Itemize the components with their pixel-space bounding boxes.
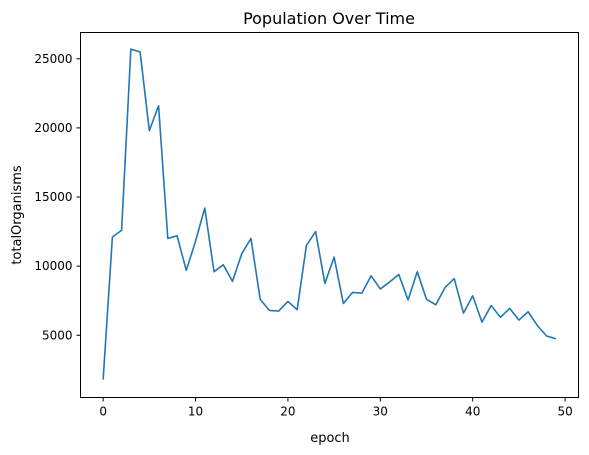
x-tick-label: 20	[280, 405, 295, 419]
y-tick-label: 15000	[34, 190, 72, 204]
y-tick-label: 25000	[34, 52, 72, 66]
y-tick-label: 10000	[34, 259, 72, 273]
x-tick-label: 30	[373, 405, 388, 419]
y-tick-label: 20000	[34, 121, 72, 135]
x-tick-label: 50	[557, 405, 572, 419]
plot-frame	[80, 32, 579, 398]
y-tick-label: 5000	[42, 328, 73, 342]
series-line	[102, 48, 557, 380]
x-axis-label: epoch	[310, 431, 350, 446]
chart-title: Population Over Time	[243, 9, 415, 28]
y-axis-label: totalOrganisms	[10, 165, 25, 265]
y-axis-ticks: 5000 10000 15000 20000 25000	[34, 52, 81, 342]
x-axis-ticks: 0 10 20 30 40 50	[99, 397, 573, 419]
x-tick-label: 0	[99, 405, 107, 419]
x-tick-label: 10	[188, 405, 203, 419]
x-tick-label: 40	[465, 405, 480, 419]
